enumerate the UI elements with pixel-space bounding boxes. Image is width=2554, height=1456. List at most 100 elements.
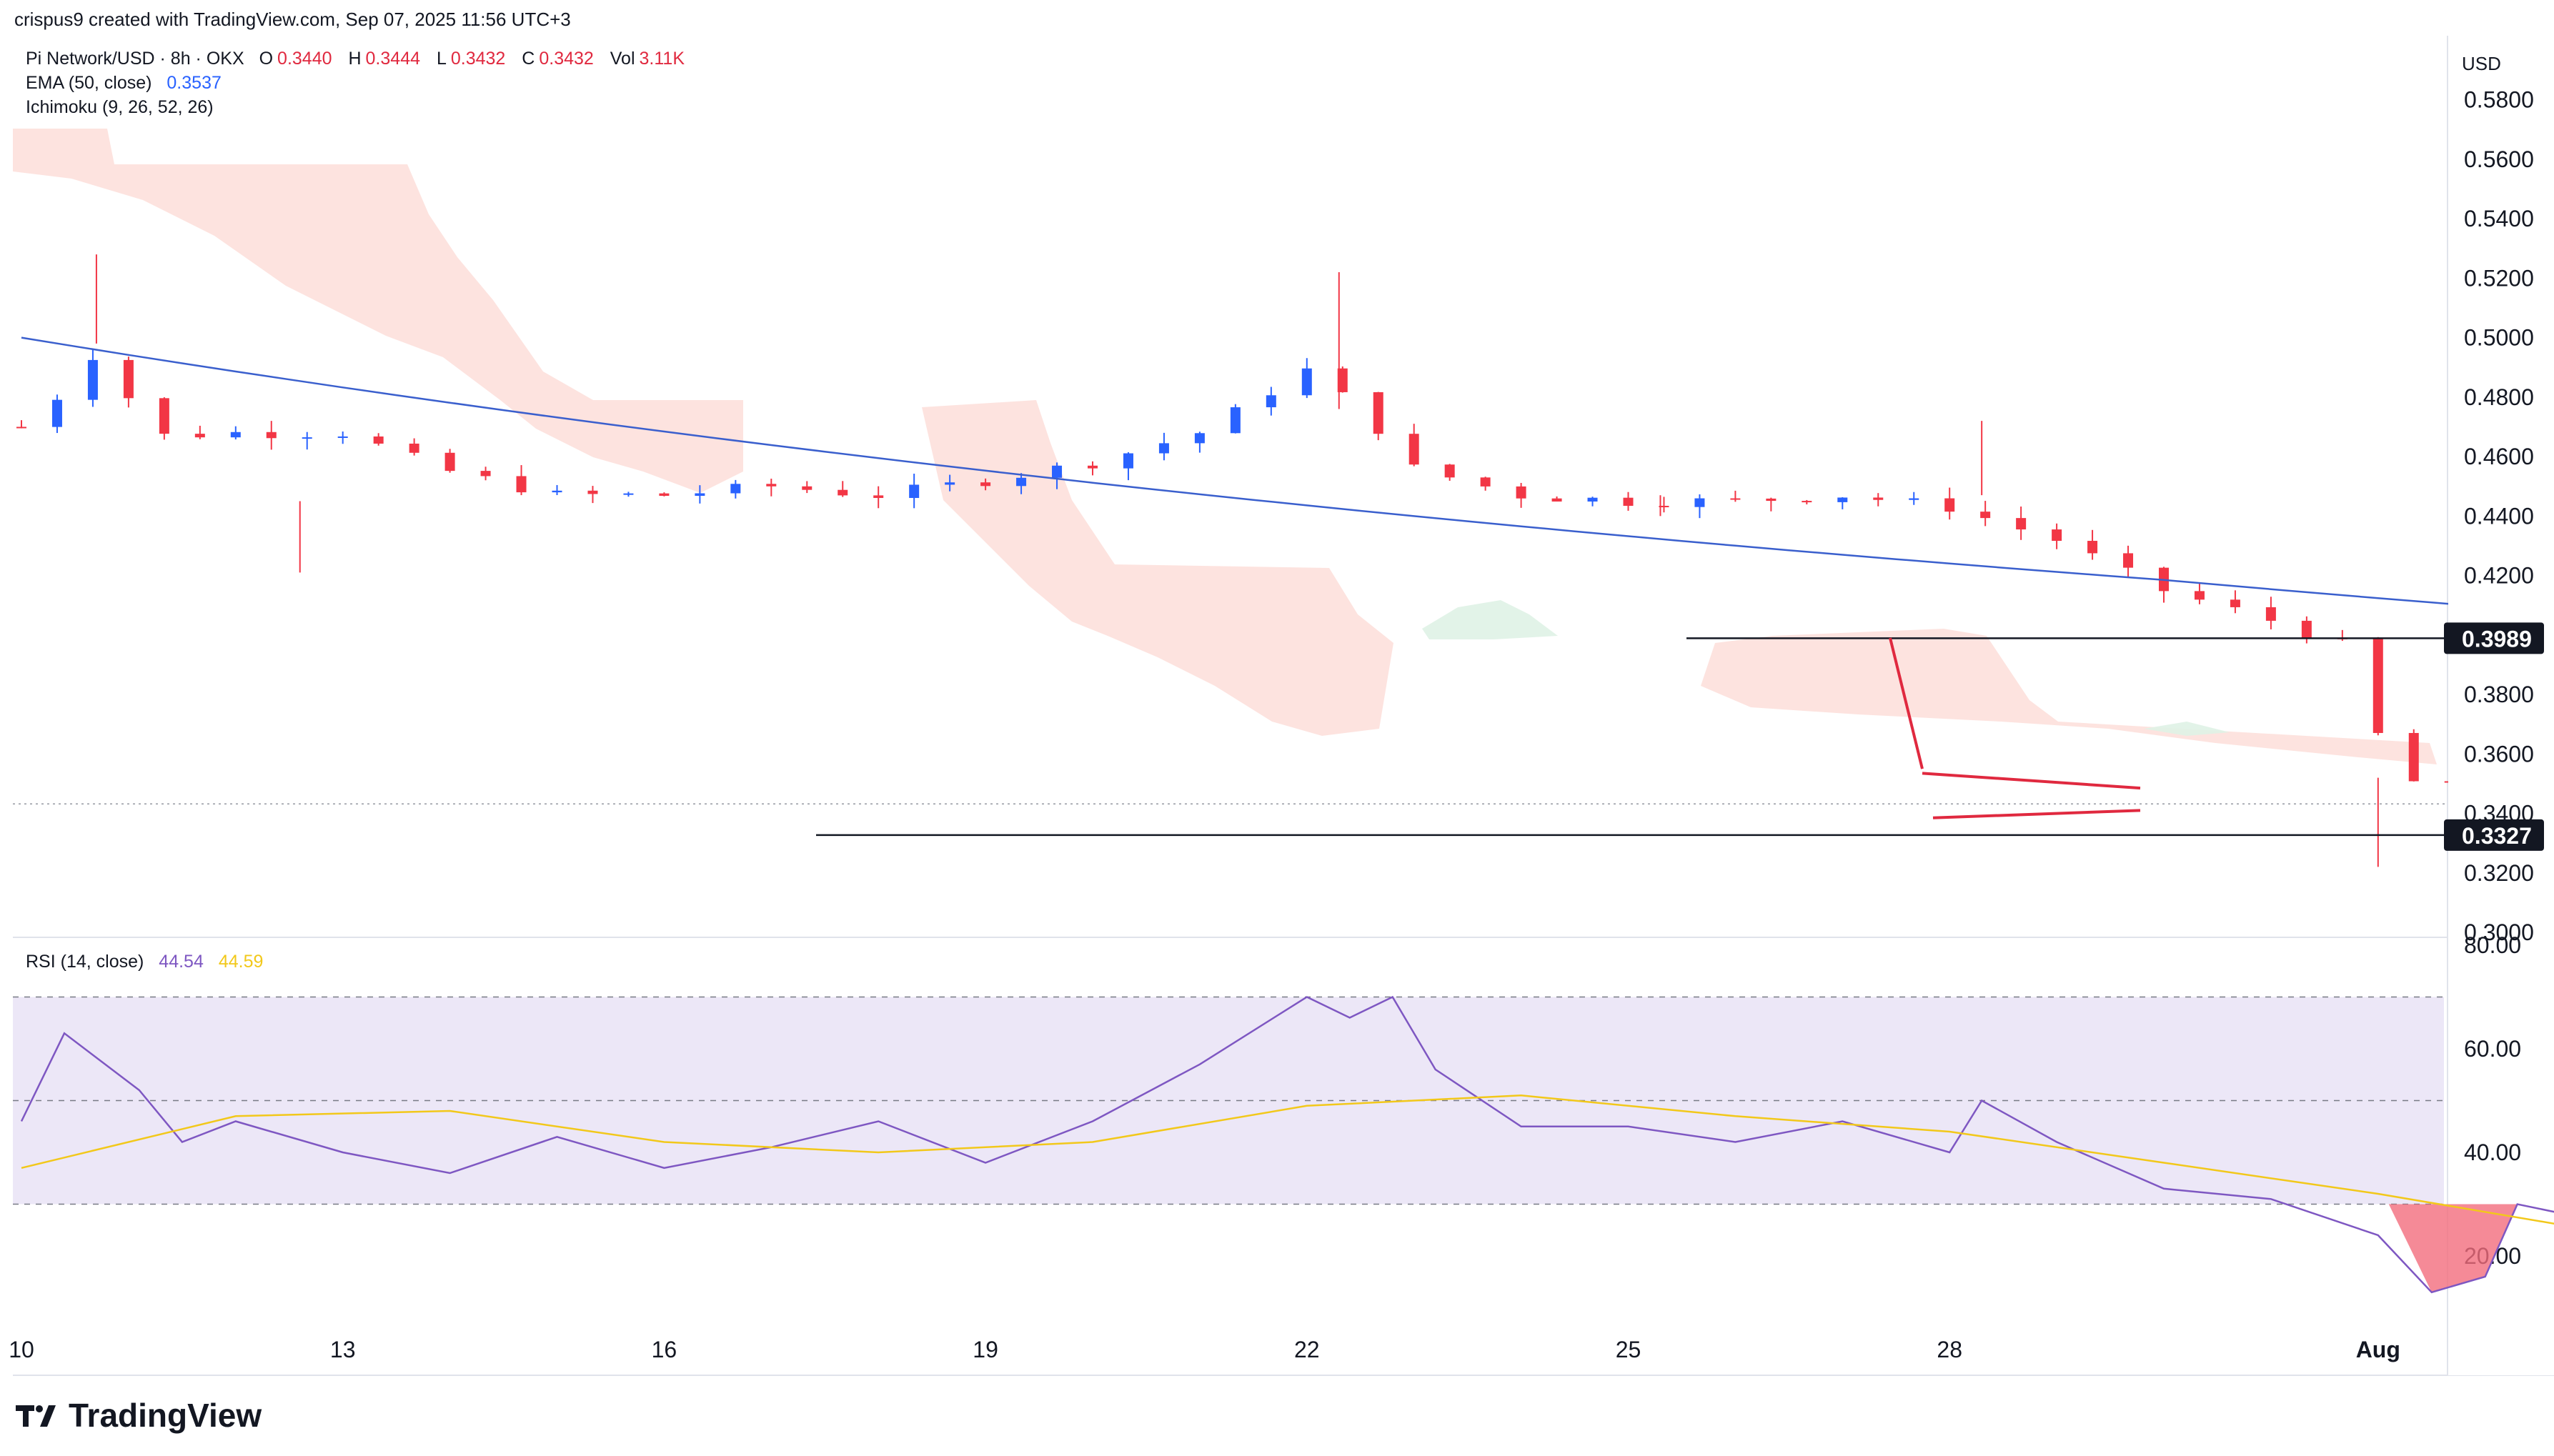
ichimoku-cloud-bullish-1 bbox=[2144, 722, 2230, 736]
candle-body bbox=[444, 452, 455, 472]
time-tick-label: 16 bbox=[652, 1337, 677, 1362]
candle-body bbox=[123, 359, 134, 399]
ichimoku-cloud-bullish-0 bbox=[1422, 600, 1558, 639]
candle-body bbox=[373, 436, 384, 444]
candle-body bbox=[1158, 443, 1169, 454]
support-price-badge bbox=[2444, 819, 2544, 851]
time-tick-label: 25 bbox=[1616, 1337, 1641, 1362]
price-tick-label: 0.4600 bbox=[2464, 444, 2534, 469]
rsi-label: RSI (14, close) bbox=[26, 952, 144, 972]
rsi-ma-value: 44.59 bbox=[218, 952, 264, 972]
time-tick-label: 10 bbox=[9, 1337, 34, 1362]
candle-body bbox=[2265, 607, 2276, 621]
candle-body bbox=[337, 436, 348, 438]
time-tick-label: 28 bbox=[1937, 1337, 1962, 1362]
price-tick-label: 0.4200 bbox=[2464, 563, 2534, 589]
rsi-tick-label: 80.00 bbox=[2464, 932, 2521, 958]
price-tick-label: 0.5600 bbox=[2464, 146, 2534, 172]
rsi-value: 44.54 bbox=[159, 952, 204, 972]
candle-body bbox=[1944, 498, 1955, 512]
time-tick-label: Aug bbox=[2356, 1337, 2400, 1362]
ohlc-open: 0.3440 bbox=[277, 49, 332, 69]
resistance-price-label: 0.3989 bbox=[2462, 626, 2532, 652]
candle-body bbox=[1194, 433, 1205, 444]
candle-body bbox=[1301, 368, 1312, 396]
candle-body bbox=[1766, 498, 1777, 502]
candle-body bbox=[587, 490, 598, 494]
candle-body bbox=[159, 398, 169, 434]
candle-body bbox=[730, 484, 741, 494]
candle-body bbox=[1802, 501, 1812, 503]
candle-body bbox=[516, 476, 527, 493]
ichimoku-cloud-bearish-2 bbox=[1701, 629, 2437, 764]
candle-body bbox=[1088, 465, 1098, 469]
candle-body bbox=[623, 493, 634, 495]
price-tick-label: 0.4800 bbox=[2464, 384, 2534, 410]
time-tick-label: 13 bbox=[330, 1337, 356, 1362]
ohlc-high-label: H bbox=[348, 49, 362, 69]
ichimoku-cloud-bearish-0 bbox=[13, 129, 743, 493]
candle-body bbox=[1980, 512, 1991, 519]
price-tick-label: 0.5800 bbox=[2464, 87, 2534, 113]
currency-label: USD bbox=[2462, 53, 2501, 74]
candle-body bbox=[2087, 541, 2098, 554]
candle-body bbox=[552, 490, 562, 493]
pattern-upper-trendline bbox=[1922, 772, 2141, 790]
price-axis-bg bbox=[2448, 0, 2554, 1375]
price-tick-label: 0.5400 bbox=[2464, 206, 2534, 231]
price-tick-label: 0.3000 bbox=[2464, 919, 2534, 945]
candle-body bbox=[980, 482, 991, 487]
candle-body bbox=[1659, 506, 1669, 508]
price-tick-label: 0.5200 bbox=[2464, 265, 2534, 291]
tradingview-brand[interactable]: TradingView bbox=[16, 1396, 262, 1435]
pattern-pole bbox=[1889, 637, 1924, 769]
candle-body bbox=[1909, 498, 1919, 500]
candle-body bbox=[1551, 498, 1562, 502]
ema-50-line bbox=[21, 336, 2554, 614]
rsi-tick-label: 40.00 bbox=[2464, 1140, 2521, 1165]
resistance-price-badge bbox=[2444, 622, 2544, 654]
pattern-lower-trendline bbox=[1932, 809, 2141, 819]
candle-body bbox=[480, 471, 491, 477]
candle-body bbox=[1837, 497, 1848, 502]
ema-value: 0.3537 bbox=[167, 73, 222, 93]
ichimoku-label: Ichimoku (9, 26, 52, 26) bbox=[26, 97, 214, 117]
ema-legend[interactable]: EMA (50, close) 0.3537 bbox=[26, 73, 222, 94]
candle-body bbox=[16, 427, 26, 429]
rsi-ma-line bbox=[21, 1095, 2554, 1225]
candle-body bbox=[194, 434, 205, 438]
ema-label: EMA (50, close) bbox=[26, 73, 152, 93]
candle-body bbox=[659, 493, 670, 497]
ichimoku-cloud-bearish-1 bbox=[922, 400, 1393, 736]
candle-body bbox=[2301, 620, 2312, 638]
candle-body bbox=[1266, 395, 1276, 408]
volume-value: 3.11K bbox=[639, 49, 685, 69]
ohlc-open-label: O bbox=[259, 49, 274, 69]
support-price-label: 0.3327 bbox=[2462, 823, 2532, 849]
ichimoku-legend[interactable]: Ichimoku (9, 26, 52, 26) bbox=[26, 97, 214, 118]
candle-body bbox=[1587, 497, 1598, 502]
candle-body bbox=[409, 443, 419, 453]
candle-body bbox=[230, 432, 241, 438]
candle-body bbox=[2052, 529, 2062, 542]
price-tick-label: 0.3800 bbox=[2464, 682, 2534, 707]
candle-body bbox=[51, 399, 62, 427]
rsi-legend[interactable]: RSI (14, close) 44.54 44.59 bbox=[26, 952, 263, 972]
candle-body bbox=[802, 486, 813, 490]
rsi-line bbox=[20, 995, 2554, 1294]
candle-body bbox=[1052, 465, 1063, 478]
price-tick-label: 0.5000 bbox=[2464, 325, 2534, 351]
candle-body bbox=[1337, 368, 1348, 392]
ohlc-low: 0.3432 bbox=[450, 49, 506, 69]
tradingview-logo-icon bbox=[16, 1396, 59, 1435]
candle-body bbox=[945, 482, 955, 485]
candle-body bbox=[1694, 498, 1705, 507]
candle-body bbox=[2123, 553, 2134, 568]
ohlc-high: 0.3444 bbox=[365, 49, 420, 69]
candle-body bbox=[1016, 477, 1027, 487]
candle-body bbox=[1516, 486, 1526, 499]
candle-body bbox=[1444, 464, 1455, 478]
symbol-legend[interactable]: Pi Network/USD · 8h · OKX O 0.3440 H 0.344… bbox=[26, 49, 696, 69]
candle-body bbox=[266, 432, 277, 439]
